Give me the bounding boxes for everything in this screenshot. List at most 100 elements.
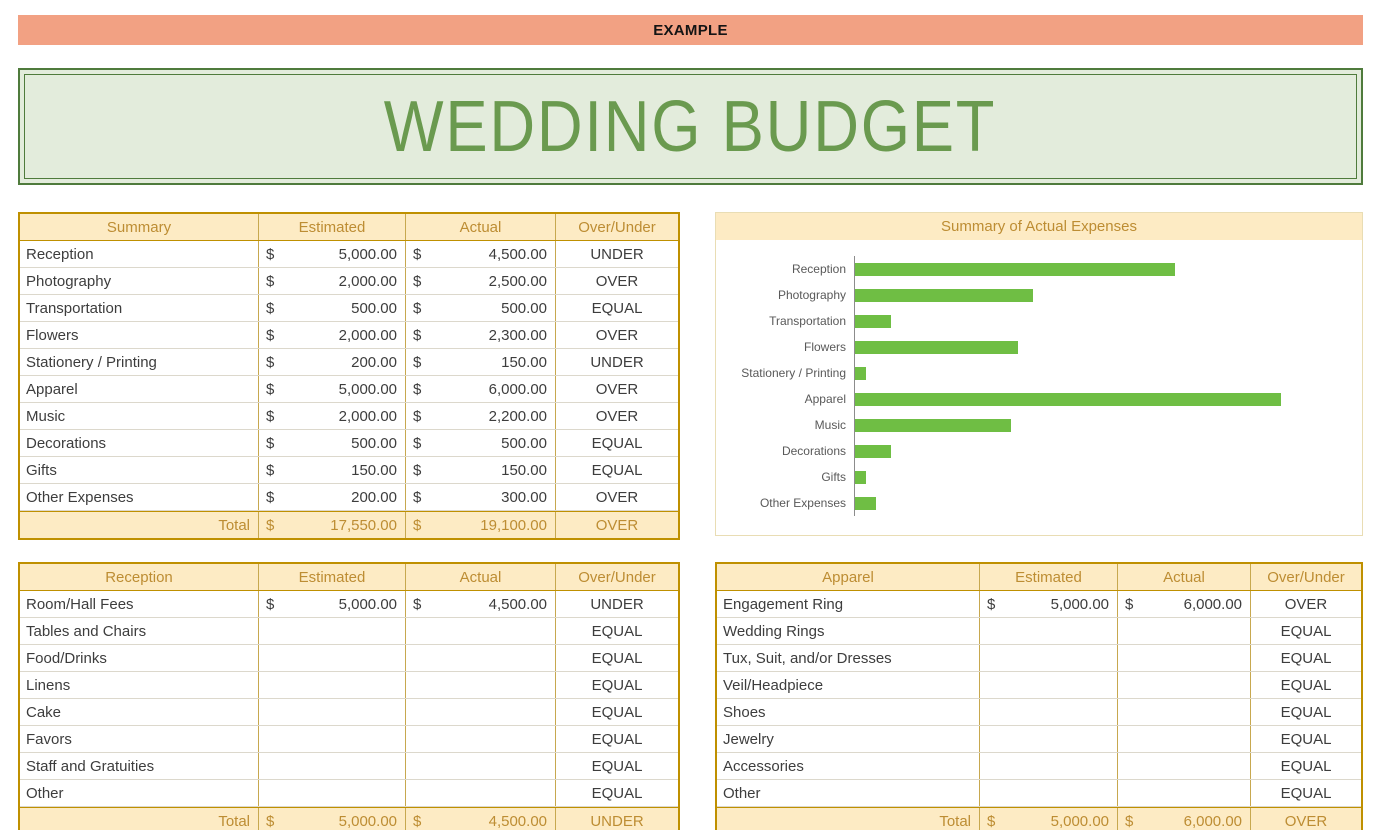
estimated-amount-cell[interactable] (258, 699, 405, 725)
column-header[interactable]: Actual (1117, 564, 1250, 590)
actual-amount-cell[interactable] (405, 780, 555, 806)
chart-bar[interactable] (855, 418, 1012, 432)
estimated-amount-cell[interactable]: $200.00 (258, 484, 405, 510)
over-under-cell[interactable]: EQUAL (555, 753, 678, 779)
estimated-amount-cell[interactable]: $5,000.00 (258, 591, 405, 617)
category-cell[interactable]: Tables and Chairs (26, 622, 147, 640)
actual-amount-cell[interactable] (405, 726, 555, 752)
over-under-cell[interactable]: EQUAL (555, 699, 678, 725)
category-cell[interactable]: Other (26, 784, 64, 802)
category-cell[interactable]: Stationery / Printing (26, 353, 157, 371)
chart-bar[interactable] (855, 366, 866, 380)
category-cell[interactable]: Other (723, 784, 761, 802)
category-cell[interactable]: Other Expenses (26, 488, 134, 506)
column-header[interactable]: Estimated (258, 564, 405, 590)
estimated-amount-cell[interactable] (258, 780, 405, 806)
over-under-cell[interactable]: UNDER (555, 591, 678, 617)
category-cell[interactable]: Favors (26, 730, 72, 748)
over-under-cell[interactable]: EQUAL (1250, 672, 1361, 698)
over-under-cell[interactable]: EQUAL (555, 457, 678, 483)
estimated-amount-cell[interactable] (258, 753, 405, 779)
category-cell[interactable]: Jewelry (723, 730, 774, 748)
over-under-cell[interactable]: OVER (555, 484, 678, 510)
column-header[interactable]: Apparel (822, 568, 874, 586)
actual-amount-cell[interactable] (405, 672, 555, 698)
estimated-amount-cell[interactable]: $5,000.00 (258, 376, 405, 402)
estimated-amount-cell[interactable] (258, 726, 405, 752)
actual-amount-cell[interactable]: $4,500.00 (405, 241, 555, 267)
chart-bar[interactable] (855, 444, 891, 458)
chart-bar[interactable] (855, 392, 1282, 406)
over-under-cell[interactable]: EQUAL (555, 672, 678, 698)
estimated-amount-cell[interactable]: $200.00 (258, 349, 405, 375)
over-under-cell[interactable]: EQUAL (555, 430, 678, 456)
actual-amount-cell[interactable]: $500.00 (405, 295, 555, 321)
total-label-cell[interactable]: Total (218, 812, 250, 830)
actual-amount-cell[interactable]: $2,300.00 (405, 322, 555, 348)
chart-bar[interactable] (855, 340, 1019, 354)
actual-amount-cell[interactable]: $2,200.00 (405, 403, 555, 429)
category-cell[interactable]: Reception (26, 245, 94, 263)
column-header[interactable]: Reception (105, 568, 173, 586)
estimated-amount-cell[interactable] (979, 726, 1117, 752)
total-label-cell[interactable]: Total (218, 516, 250, 534)
total-estimated-cell[interactable]: $5,000.00 (258, 808, 405, 830)
actual-amount-cell[interactable] (405, 699, 555, 725)
total-estimated-cell[interactable]: $17,550.00 (258, 512, 405, 538)
category-cell[interactable]: Accessories (723, 757, 804, 775)
over-under-cell[interactable]: EQUAL (1250, 753, 1361, 779)
estimated-amount-cell[interactable] (979, 780, 1117, 806)
category-cell[interactable]: Transportation (26, 299, 123, 317)
estimated-amount-cell[interactable] (979, 618, 1117, 644)
over-under-cell[interactable]: EQUAL (1250, 645, 1361, 671)
over-under-cell[interactable]: OVER (555, 322, 678, 348)
estimated-amount-cell[interactable]: $5,000.00 (979, 591, 1117, 617)
category-cell[interactable]: Tux, Suit, and/or Dresses (723, 649, 892, 667)
over-under-cell[interactable]: UNDER (555, 241, 678, 267)
estimated-amount-cell[interactable] (979, 645, 1117, 671)
over-under-cell[interactable]: EQUAL (555, 726, 678, 752)
actual-amount-cell[interactable]: $4,500.00 (405, 591, 555, 617)
chart-bar[interactable] (855, 314, 891, 328)
estimated-amount-cell[interactable]: $5,000.00 (258, 241, 405, 267)
actual-amount-cell[interactable] (1117, 753, 1250, 779)
over-under-cell[interactable]: EQUAL (1250, 780, 1361, 806)
estimated-amount-cell[interactable]: $500.00 (258, 430, 405, 456)
column-header[interactable]: Actual (405, 564, 555, 590)
category-cell[interactable]: Veil/Headpiece (723, 676, 824, 694)
actual-amount-cell[interactable]: $500.00 (405, 430, 555, 456)
over-under-cell[interactable]: EQUAL (555, 618, 678, 644)
category-cell[interactable]: Shoes (723, 703, 766, 721)
total-over-under-cell[interactable]: OVER (555, 512, 678, 538)
over-under-cell[interactable]: OVER (555, 403, 678, 429)
actual-amount-cell[interactable]: $300.00 (405, 484, 555, 510)
actual-amount-cell[interactable] (1117, 699, 1250, 725)
actual-amount-cell[interactable] (1117, 618, 1250, 644)
over-under-cell[interactable]: OVER (1250, 591, 1361, 617)
over-under-cell[interactable]: OVER (555, 376, 678, 402)
over-under-cell[interactable]: EQUAL (1250, 618, 1361, 644)
total-actual-cell[interactable]: $19,100.00 (405, 512, 555, 538)
category-cell[interactable]: Wedding Rings (723, 622, 825, 640)
category-cell[interactable]: Room/Hall Fees (26, 595, 134, 613)
column-header[interactable]: Actual (405, 214, 555, 240)
category-cell[interactable]: Decorations (26, 434, 107, 452)
chart-bar[interactable] (855, 496, 877, 510)
total-actual-cell[interactable]: $4,500.00 (405, 808, 555, 830)
column-header[interactable]: Estimated (979, 564, 1117, 590)
actual-amount-cell[interactable] (1117, 780, 1250, 806)
estimated-amount-cell[interactable]: $2,000.00 (258, 403, 405, 429)
category-cell[interactable]: Linens (26, 676, 71, 694)
over-under-cell[interactable]: EQUAL (555, 645, 678, 671)
total-estimated-cell[interactable]: $5,000.00 (979, 808, 1117, 830)
column-header[interactable]: Summary (106, 218, 172, 236)
estimated-amount-cell[interactable] (979, 699, 1117, 725)
category-cell[interactable]: Music (26, 407, 66, 425)
estimated-amount-cell[interactable] (258, 672, 405, 698)
category-cell[interactable]: Cake (26, 703, 62, 721)
category-cell[interactable]: Staff and Gratuities (26, 757, 155, 775)
estimated-amount-cell[interactable] (979, 672, 1117, 698)
column-header[interactable]: Over/Under (1250, 564, 1361, 590)
actual-amount-cell[interactable]: $150.00 (405, 349, 555, 375)
estimated-amount-cell[interactable]: $2,000.00 (258, 268, 405, 294)
